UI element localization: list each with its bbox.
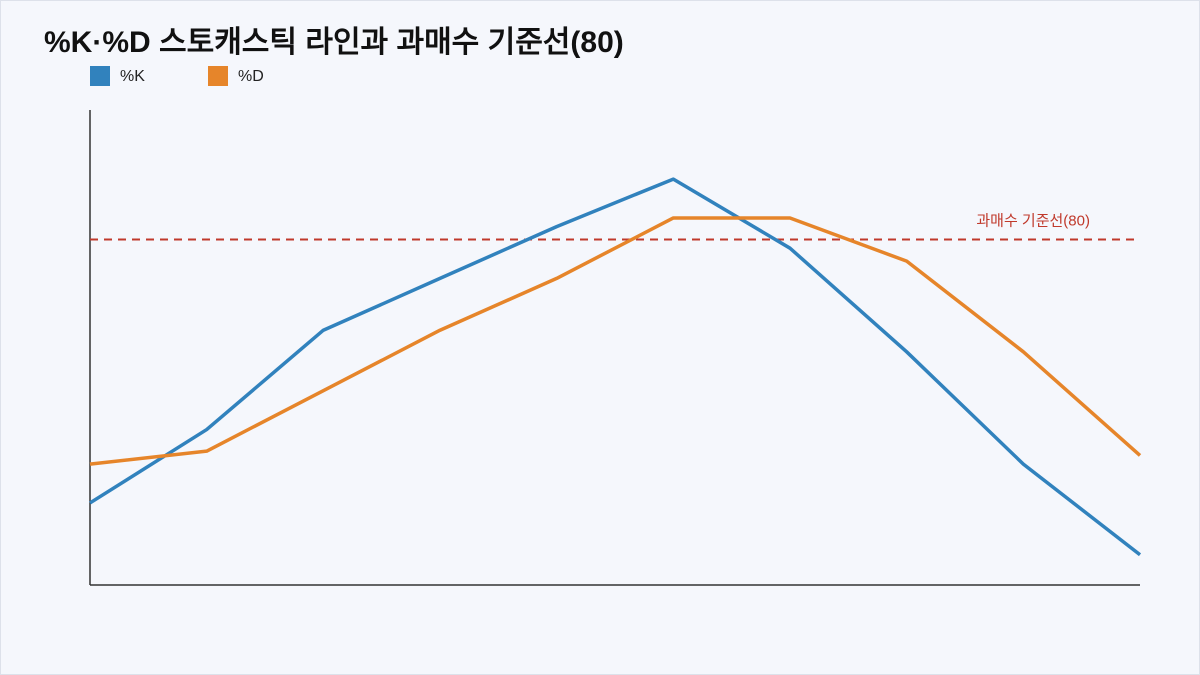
- legend-swatch: [90, 66, 110, 86]
- legend-label: %D: [238, 68, 264, 85]
- chart-title: %K·%D 스토캐스틱 라인과 과매수 기준선(80): [44, 26, 624, 59]
- series-line: [89, 216, 1142, 466]
- legend-swatch: [208, 66, 228, 86]
- reference-label: 과매수 기준선(80): [976, 213, 1090, 230]
- legend-label: %K: [120, 68, 145, 85]
- series-line: [89, 177, 1142, 557]
